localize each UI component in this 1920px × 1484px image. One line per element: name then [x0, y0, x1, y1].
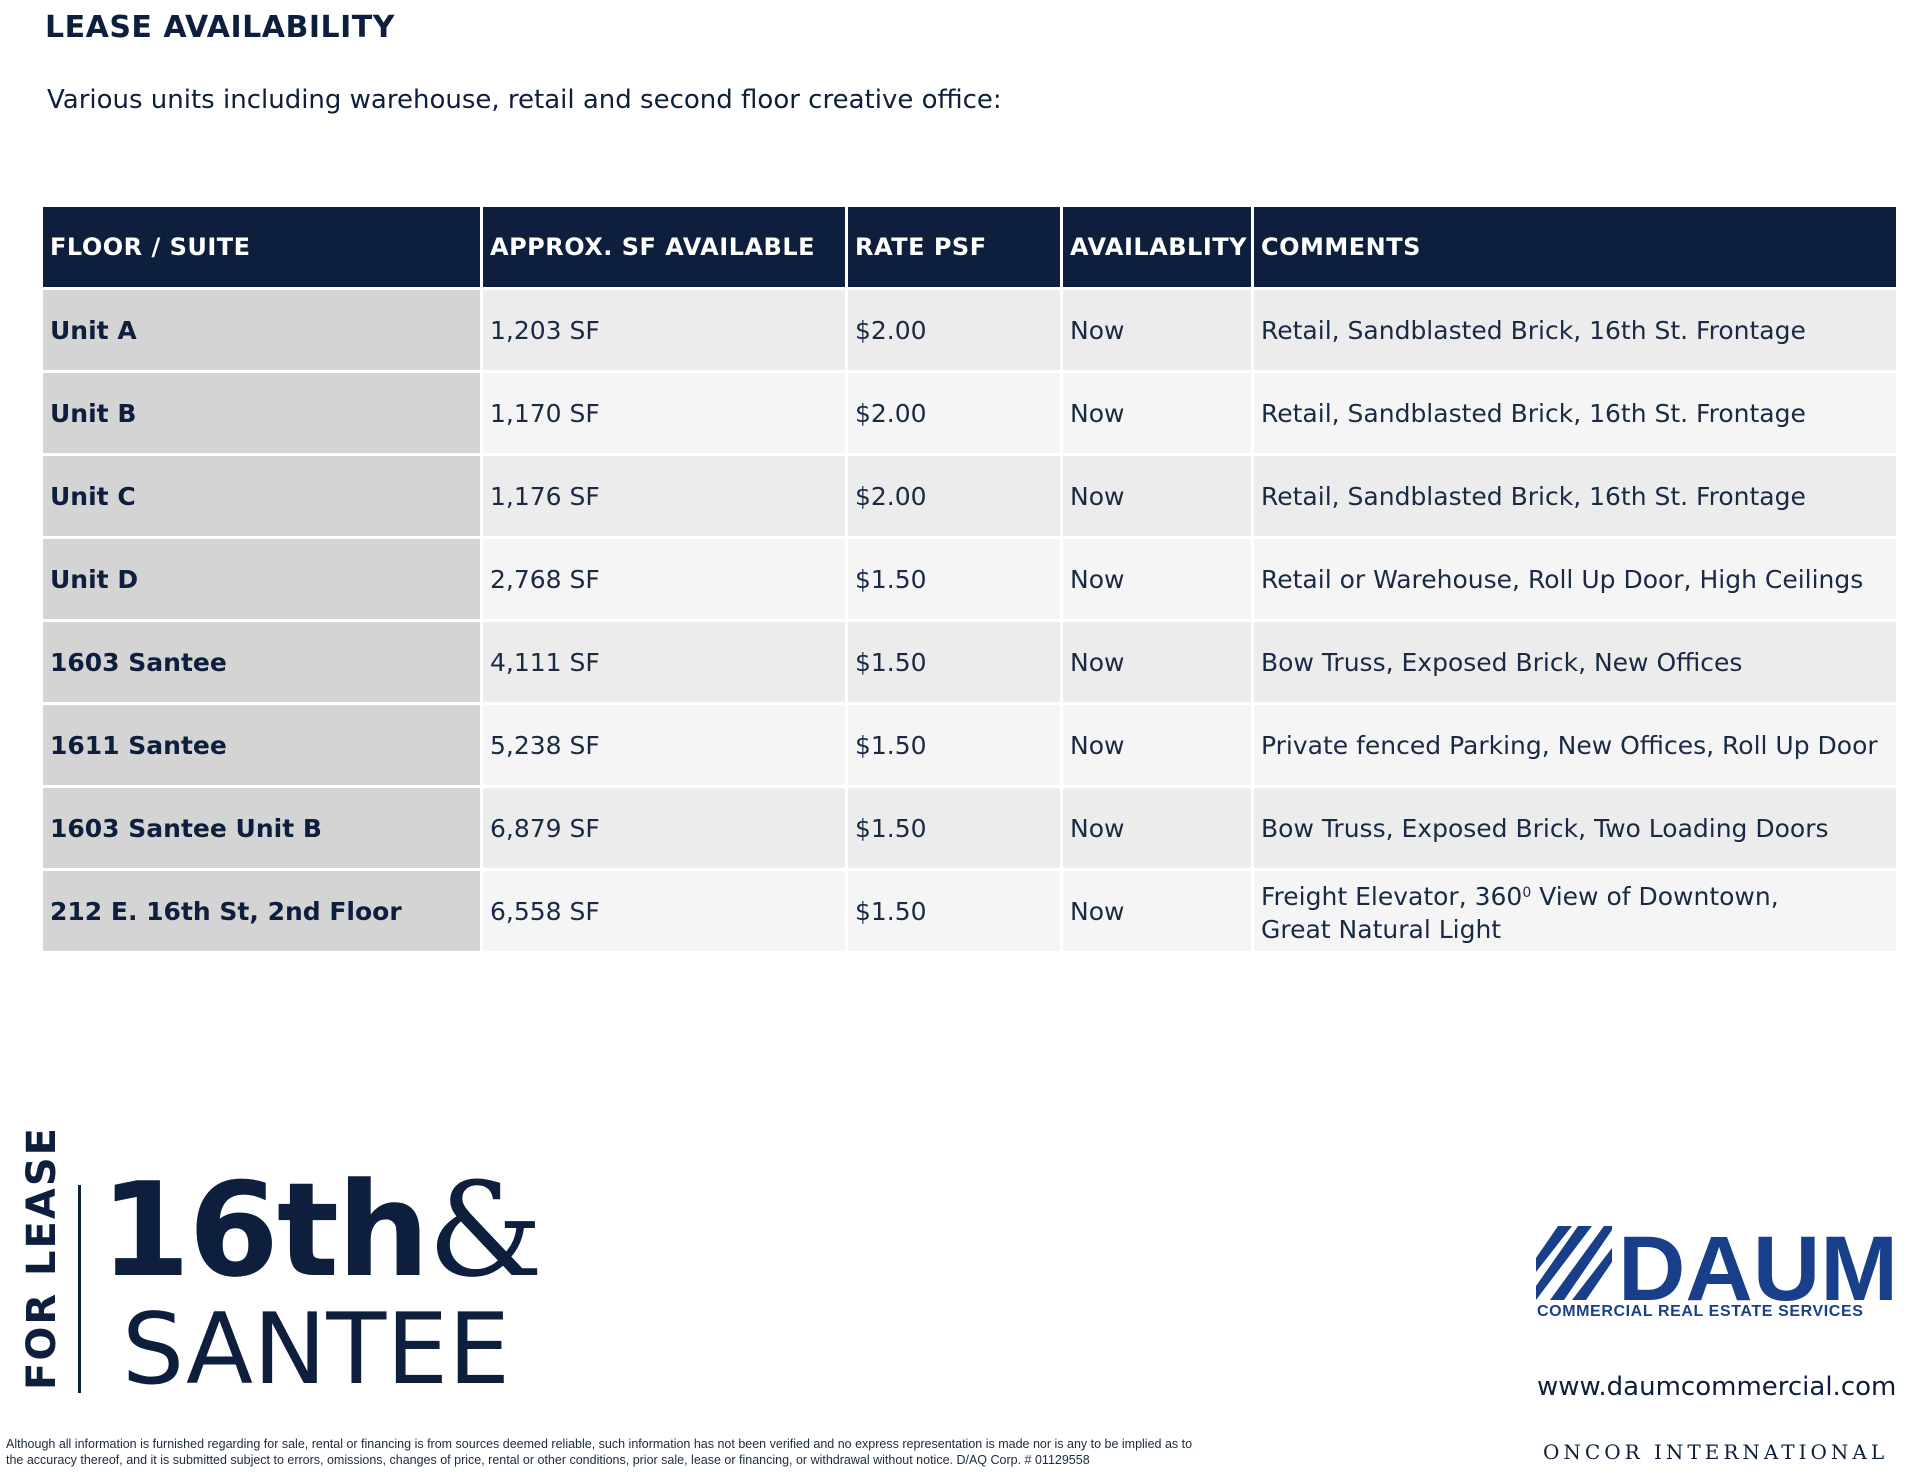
daum-wordmark: DAUM: [1618, 1222, 1898, 1320]
table-row: 1611 Santee 5,238 SF $1.50 Now Private f…: [43, 705, 1896, 785]
availability-cell: Now: [1063, 539, 1251, 619]
availability-cell: Now: [1063, 290, 1251, 370]
table-row: 1603 Santee 4,111 SF $1.50 Now Bow Truss…: [43, 622, 1896, 702]
page-title: LEASE AVAILABILITY: [45, 10, 395, 45]
property-logo-line2: SANTEE: [122, 1293, 511, 1407]
suite-cell: Unit A: [43, 290, 480, 370]
suite-cell: 1611 Santee: [43, 705, 480, 785]
page-subtitle: Various units including warehouse, retai…: [47, 85, 1002, 115]
sf-cell: 4,111 SF: [483, 622, 845, 702]
column-header-sf-available: APPROX. SF AVAILABLE: [483, 207, 845, 287]
availability-cell: Now: [1063, 705, 1251, 785]
sf-cell: 5,238 SF: [483, 705, 845, 785]
suite-cell: Unit B: [43, 373, 480, 453]
daum-tagline: COMMERCIAL REAL ESTATE SERVICES: [1537, 1303, 1864, 1320]
availability-cell: Now: [1063, 788, 1251, 868]
comments-text: Great Natural Light: [1261, 914, 1502, 944]
table-row: 212 E. 16th St, 2nd Floor 6,558 SF $1.50…: [43, 871, 1896, 951]
column-header-availability: AVAILABLITY: [1063, 207, 1251, 287]
rate-cell: $2.00: [848, 456, 1060, 536]
suite-cell: 1603 Santee Unit B: [43, 788, 480, 868]
suite-cell: 1603 Santee: [43, 622, 480, 702]
property-logo-line1: 16th&: [100, 1160, 543, 1300]
comments-text: View of Downtown,: [1531, 881, 1779, 911]
table-row: Unit B 1,170 SF $2.00 Now Retail, Sandbl…: [43, 373, 1896, 453]
legal-disclaimer: Although all information is furnished re…: [6, 1436, 1206, 1468]
table-row: Unit D 2,768 SF $1.50 Now Retail or Ware…: [43, 539, 1896, 619]
availability-cell: Now: [1063, 622, 1251, 702]
comments-cell: Freight Elevator, 3600 View of Downtown,…: [1254, 871, 1896, 951]
availability-cell: Now: [1063, 871, 1251, 951]
comments-cell: Retail or Warehouse, Roll Up Door, High …: [1254, 539, 1896, 619]
availability-cell: Now: [1063, 373, 1251, 453]
sf-cell: 1,170 SF: [483, 373, 845, 453]
branding-divider: [78, 1185, 81, 1393]
sf-cell: 1,176 SF: [483, 456, 845, 536]
comments-text: Freight Elevator, 360: [1261, 881, 1523, 911]
comments-cell: Private fenced Parking, New Offices, Rol…: [1254, 705, 1896, 785]
for-lease-label: FOR LEASE: [19, 1126, 65, 1390]
comments-cell: Retail, Sandblasted Brick, 16th St. Fron…: [1254, 373, 1896, 453]
disclaimer-line: Although all information is furnished re…: [6, 1437, 1193, 1451]
rate-cell: $1.50: [848, 539, 1060, 619]
rate-cell: $1.50: [848, 622, 1060, 702]
broker-website-link[interactable]: www.daumcommercial.com: [1537, 1372, 1897, 1402]
table-row: Unit C 1,176 SF $2.00 Now Retail, Sandbl…: [43, 456, 1896, 536]
daum-stripes-icon: [1536, 1226, 1612, 1300]
column-header-rate-psf: RATE PSF: [848, 207, 1060, 287]
comments-cell: Retail, Sandblasted Brick, 16th St. Fron…: [1254, 456, 1896, 536]
sf-cell: 1,203 SF: [483, 290, 845, 370]
sf-cell: 2,768 SF: [483, 539, 845, 619]
comments-cell: Retail, Sandblasted Brick, 16th St. Fron…: [1254, 290, 1896, 370]
table-row: 1603 Santee Unit B 6,879 SF $1.50 Now Bo…: [43, 788, 1896, 868]
column-header-floor-suite: FLOOR / SUITE: [43, 207, 480, 287]
rate-cell: $2.00: [848, 373, 1060, 453]
rate-cell: $1.50: [848, 788, 1060, 868]
property-logo-ampersand: &: [427, 1154, 544, 1306]
degree-superscript: 0: [1522, 884, 1532, 901]
availability-cell: Now: [1063, 456, 1251, 536]
disclaimer-line: the accuracy thereof, and it is submitte…: [6, 1453, 1090, 1467]
suite-cell: Unit C: [43, 456, 480, 536]
rate-cell: $2.00: [848, 290, 1060, 370]
comments-cell: Bow Truss, Exposed Brick, Two Loading Do…: [1254, 788, 1896, 868]
suite-cell: 212 E. 16th St, 2nd Floor: [43, 871, 480, 951]
lease-table: FLOOR / SUITE APPROX. SF AVAILABLE RATE …: [40, 204, 1899, 954]
rate-cell: $1.50: [848, 871, 1060, 951]
suite-cell: Unit D: [43, 539, 480, 619]
sf-cell: 6,558 SF: [483, 871, 845, 951]
column-header-comments: COMMENTS: [1254, 207, 1896, 287]
daum-logo: DAUM: [1536, 1222, 1898, 1320]
rate-cell: $1.50: [848, 705, 1060, 785]
comments-cell: Bow Truss, Exposed Brick, New Offices: [1254, 622, 1896, 702]
affiliate-name: ONCOR INTERNATIONAL: [1543, 1440, 1889, 1464]
table-header-row: FLOOR / SUITE APPROX. SF AVAILABLE RATE …: [43, 207, 1896, 287]
table-row: Unit A 1,203 SF $2.00 Now Retail, Sandbl…: [43, 290, 1896, 370]
sf-cell: 6,879 SF: [483, 788, 845, 868]
property-logo-number: 16th: [100, 1154, 430, 1306]
